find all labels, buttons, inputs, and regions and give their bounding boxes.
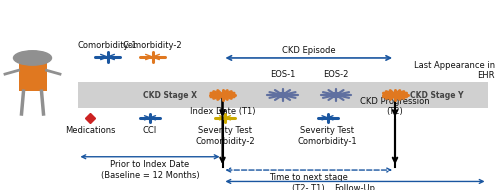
Text: CKD Stage X: CKD Stage X — [143, 90, 197, 100]
Text: CCI: CCI — [143, 126, 157, 135]
Text: Follow-Up: Follow-Up — [334, 184, 376, 190]
Circle shape — [14, 51, 52, 65]
Text: Last Appearance in
EHR: Last Appearance in EHR — [414, 61, 495, 80]
Text: CKD Episode: CKD Episode — [282, 46, 336, 55]
Text: Severity Test
Comorbidity-2: Severity Test Comorbidity-2 — [195, 126, 255, 146]
Text: CKD Stage Y: CKD Stage Y — [410, 90, 463, 100]
FancyBboxPatch shape — [18, 62, 46, 91]
Text: Index Date (T1): Index Date (T1) — [190, 107, 256, 116]
Circle shape — [276, 93, 289, 97]
Bar — [78, 82, 488, 108]
Text: CKD Progression
(T2): CKD Progression (T2) — [360, 97, 430, 116]
Text: Comorbidity-2: Comorbidity-2 — [122, 41, 182, 50]
Text: Severity Test
Comorbidity-1: Severity Test Comorbidity-1 — [298, 126, 358, 146]
Text: EOS-2: EOS-2 — [324, 70, 348, 79]
Text: Prior to Index Date
(Baseline = 12 Months): Prior to Index Date (Baseline = 12 Month… — [100, 160, 200, 180]
Text: Time to next stage
(T2- T1): Time to next stage (T2- T1) — [270, 173, 348, 190]
Text: EOS-1: EOS-1 — [270, 70, 295, 79]
Text: Medications: Medications — [65, 126, 115, 135]
Circle shape — [330, 93, 342, 97]
Text: Comorbidity-1: Comorbidity-1 — [78, 41, 138, 50]
